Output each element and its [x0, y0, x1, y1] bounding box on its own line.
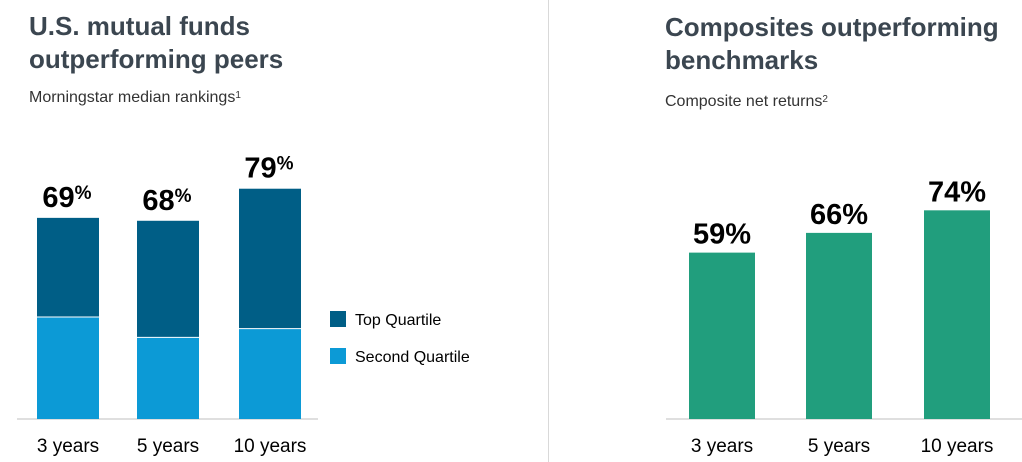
- total-value-label: 79%: [244, 153, 293, 185]
- bar-value-label: 66%: [810, 199, 868, 231]
- legend-swatch: [330, 311, 346, 327]
- composites-subtitle-text: Composite net returns: [665, 93, 823, 110]
- composite-bar: [689, 252, 755, 419]
- x-tick-label: 10 years: [234, 436, 307, 457]
- total-value-label: 68%: [142, 185, 191, 217]
- total-value-suffix: %: [277, 154, 294, 175]
- top-quartile-bar: [137, 220, 199, 338]
- mutual-funds-chart-subtitle: Morningstar median rankings1: [29, 88, 241, 108]
- mutual-funds-panel: U.S. mutual funds outperforming peers Mo…: [17, 11, 470, 457]
- composite-bar: [924, 210, 990, 419]
- second-quartile-bar: [37, 316, 99, 419]
- total-value-number: 68: [142, 185, 174, 217]
- total-value-suffix: %: [175, 186, 192, 207]
- bar-value-label: 74%: [928, 176, 986, 208]
- total-value-suffix: %: [75, 183, 92, 204]
- second-quartile-bar: [137, 337, 199, 419]
- composites-chart-subtitle: Composite net returns2: [665, 92, 828, 112]
- legend-label: Top Quartile: [355, 312, 441, 329]
- footnote-marker: 1: [235, 90, 241, 101]
- legend-swatch: [330, 348, 346, 364]
- x-tick-label: 3 years: [691, 436, 753, 457]
- panel-divider: [548, 0, 549, 462]
- total-value-number: 79: [244, 153, 276, 185]
- mutual-funds-chart-title: U.S. mutual funds outperforming peers: [29, 11, 284, 74]
- legend-label: Second Quartile: [355, 349, 470, 366]
- stacked-bar-chart: 69% 3 years 68% 5 years 79% 10 years Top Quart…: [17, 153, 470, 457]
- composites-chart-title: Composites outperforming benchmarks: [665, 12, 999, 75]
- footnote-marker: 2: [822, 94, 828, 105]
- second-quartile-bar: [239, 328, 301, 419]
- total-value-number: 69: [42, 182, 74, 214]
- x-tick-label: 5 years: [808, 436, 870, 457]
- top-quartile-bar: [37, 217, 99, 317]
- x-tick-label: 10 years: [921, 436, 994, 457]
- mutual-funds-subtitle-text: Morningstar median rankings: [29, 89, 236, 106]
- x-tick-label: 3 years: [37, 436, 99, 457]
- x-tick-label: 5 years: [137, 436, 199, 457]
- composite-bar: [806, 232, 872, 419]
- top-quartile-bar: [239, 188, 301, 329]
- total-value-label: 69%: [42, 182, 91, 214]
- composites-panel: Composites outperforming benchmarks Comp…: [549, 0, 1022, 462]
- bar-value-label: 59%: [693, 219, 751, 251]
- bar-chart: 59% 3 years 66% 5 years 74% 10 years: [666, 176, 1022, 457]
